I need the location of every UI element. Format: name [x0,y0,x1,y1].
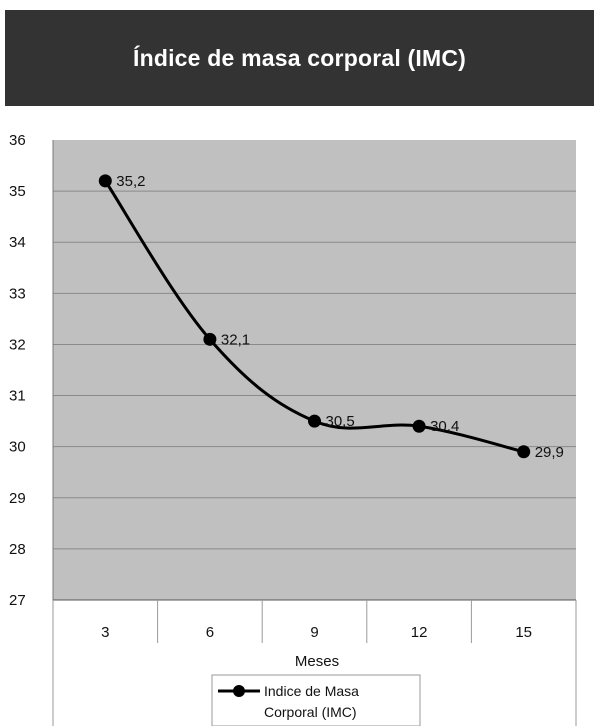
legend-box [211,674,421,726]
y-tick-label: 33 [9,285,26,302]
data-point [412,419,426,433]
x-axis-title: Meses [295,653,339,670]
data-point [308,414,321,428]
y-tick-label: 29 [9,490,26,507]
y-tick-label: 27 [9,592,26,609]
y-tick-label: 28 [9,541,26,558]
chart-title-bar: Índice de masa corporal (IMC) [5,10,594,106]
data-label: 30,4 [430,418,459,435]
legend-marker [233,685,245,697]
y-tick-label: 31 [9,388,26,405]
y-tick-label: 36 [9,132,26,149]
plot-background [53,140,576,600]
x-tick-label: 6 [206,624,214,641]
y-tick-label: 30 [9,439,26,456]
series-group [98,174,531,459]
x-tick-label: 3 [101,624,109,641]
y-tick-label: 35 [9,183,26,200]
data-label: 32,1 [221,331,250,348]
series-line [104,180,525,454]
x-tick-label: 9 [310,624,318,641]
x-tick-label: 15 [515,624,532,641]
y-tick-label: 34 [9,234,26,251]
data-labels: 35,2 32,1 30,5 30,4 29,9 [116,173,564,461]
legend: Indice de Masa Corporal (IMC) [211,674,421,726]
legend-label: Indice de Masa [264,683,359,699]
chart-title: Índice de masa corporal (IMC) [133,44,466,71]
gridlines [53,190,576,550]
data-point [98,174,112,188]
y-tick-label: 32 [9,336,26,353]
data-label: 30,5 [326,413,355,430]
plot-area [53,140,576,600]
legend-label: Corporal (IMC) [264,704,357,720]
data-label: 35,2 [116,173,145,190]
data-point [203,332,217,346]
data-point [517,445,531,459]
data-label: 29,9 [535,444,564,461]
x-tick-label: 12 [411,624,428,641]
